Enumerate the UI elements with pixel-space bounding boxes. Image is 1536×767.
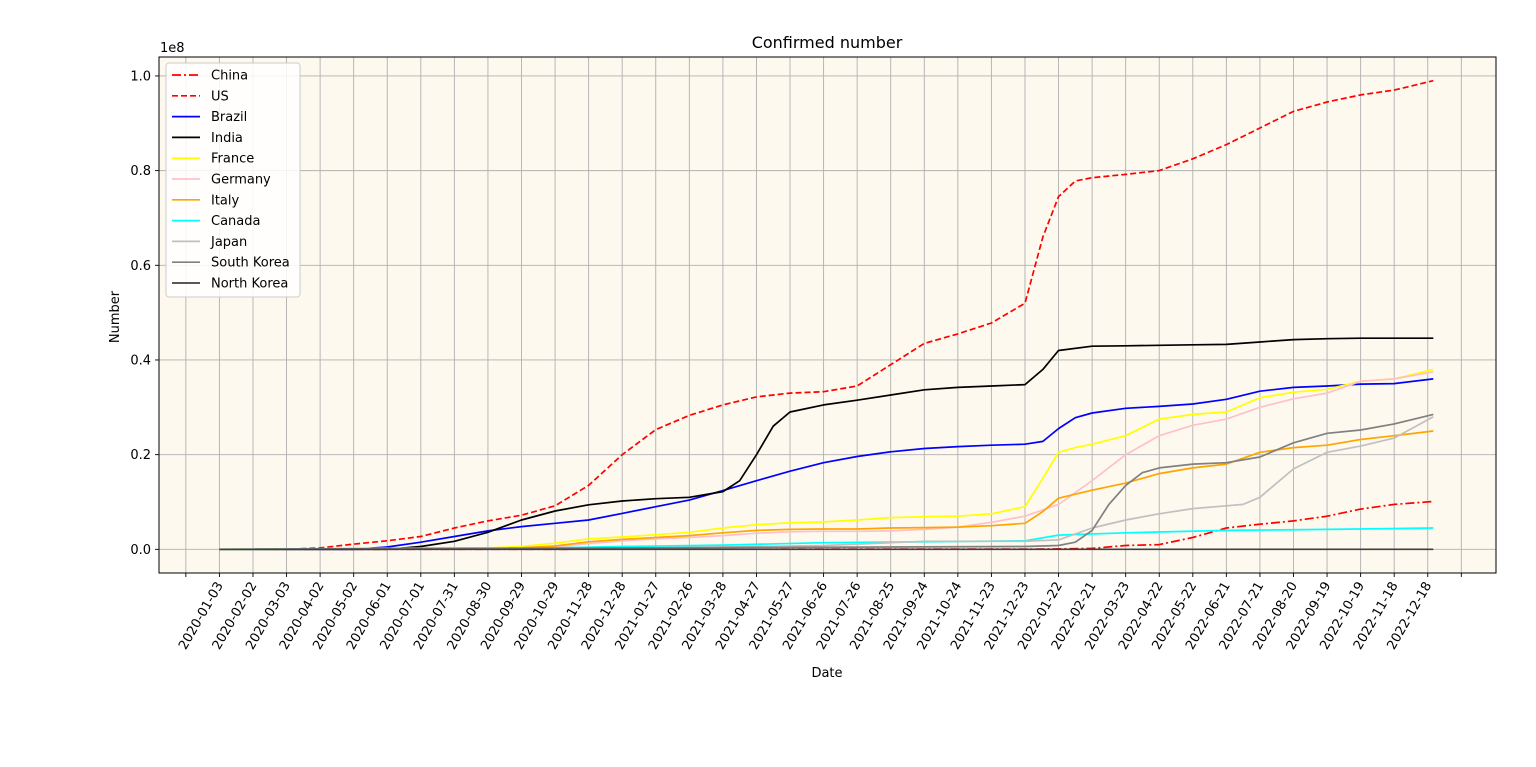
series-line-china	[219, 500, 1434, 551]
series-line-italy	[219, 430, 1434, 551]
legend-label: North Korea	[211, 277, 288, 292]
plot-area	[159, 57, 1496, 573]
y-axis-label: Number	[108, 290, 123, 343]
y-axis-ticks: 0.0 0.2 0.4 0.6 0.8 1.0	[130, 69, 159, 558]
y-tick-label: 0.4	[130, 353, 151, 368]
legend-label: France	[211, 152, 254, 167]
chart-title: Confirmed number	[752, 33, 903, 52]
y-tick-label: 1.0	[130, 69, 151, 84]
y-offset-label: 1e8	[160, 41, 185, 56]
y-tick-label: 0.2	[130, 448, 151, 463]
plot-frame	[158, 56, 1497, 574]
y-tick-label: 0.8	[130, 164, 151, 179]
y-tick-label: 0.0	[130, 543, 151, 558]
legend-label: Japan	[210, 235, 247, 250]
legend-label: US	[211, 89, 229, 104]
series-line-india	[219, 337, 1434, 551]
legend-label: India	[211, 131, 243, 146]
legend-label: South Korea	[211, 256, 290, 271]
legend-label: China	[211, 69, 248, 84]
legend-label: Germany	[211, 173, 271, 188]
series-line-japan	[219, 416, 1434, 551]
x-axis-label: Date	[811, 666, 842, 681]
legend-label: Canada	[211, 214, 260, 229]
legend-label: Brazil	[211, 110, 247, 125]
y-tick-label: 0.6	[130, 259, 151, 274]
series-lines	[219, 79, 1434, 551]
legend-box	[165, 62, 301, 298]
series-line-france	[219, 368, 1434, 551]
legend: China US Brazil India France Germany Italy Cana…	[165, 62, 301, 298]
series-line-us	[219, 79, 1434, 551]
series-line-brazil	[219, 378, 1434, 551]
series-line-south-korea	[219, 413, 1434, 551]
legend-label: Italy	[211, 193, 240, 208]
